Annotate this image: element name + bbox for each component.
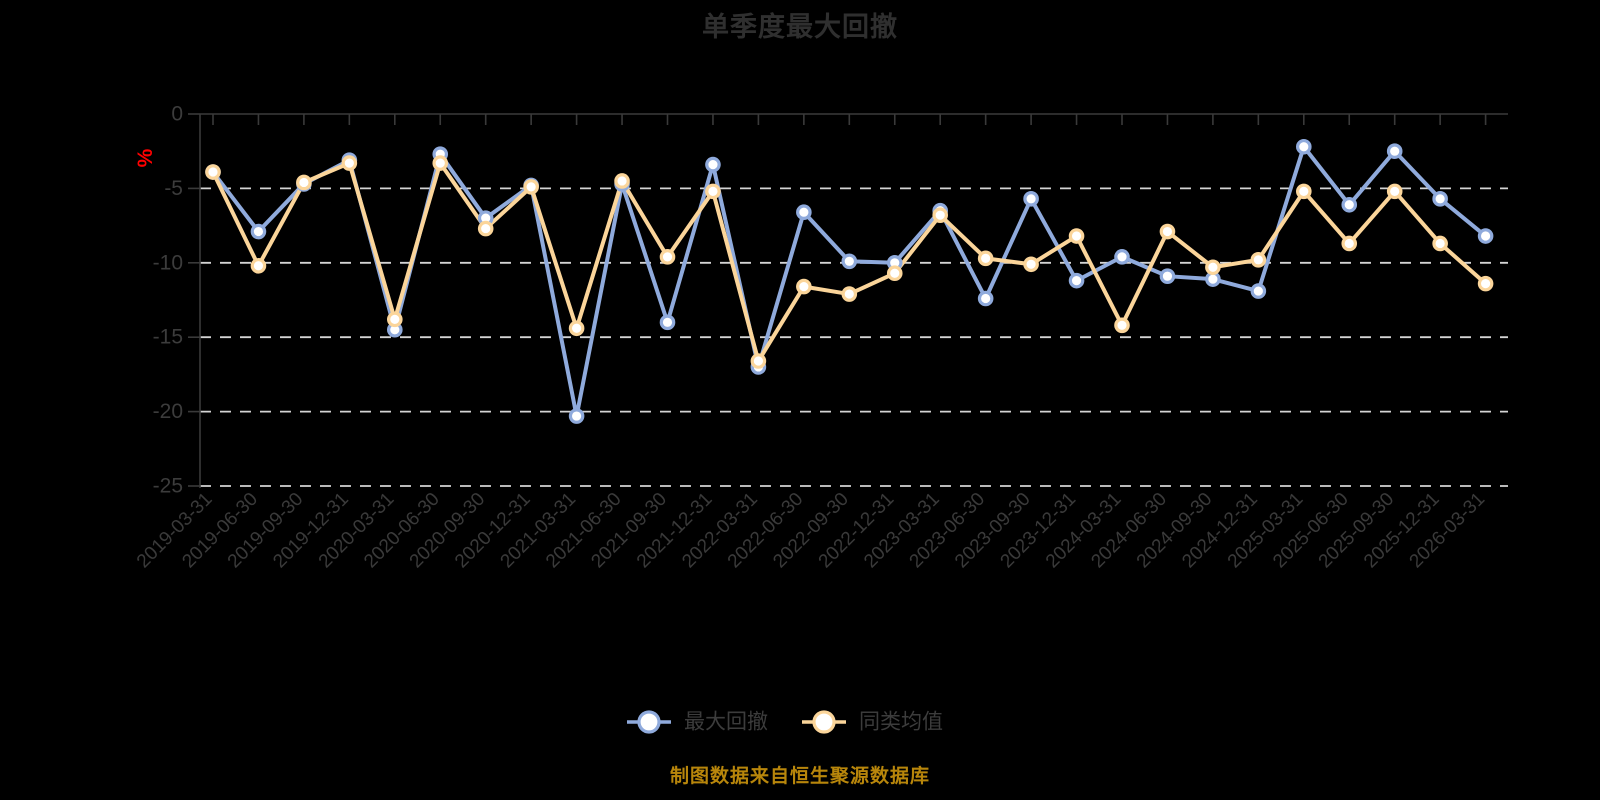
data-point-marker[interactable]	[705, 183, 721, 200]
page-title: 单季度最大回撤	[702, 12, 898, 42]
data-point-marker[interactable]	[932, 207, 948, 223]
axes	[188, 113, 1508, 488]
data-point-marker[interactable]	[705, 156, 721, 173]
data-point-marker[interactable]	[1250, 252, 1267, 268]
data-point-marker[interactable]	[1477, 228, 1494, 244]
data-point-marker[interactable]	[1432, 191, 1448, 207]
data-point-marker[interactable]	[250, 257, 267, 274]
legend-label: 同类均值	[859, 711, 943, 734]
data-point-marker[interactable]	[568, 320, 585, 337]
legend-item[interactable]: 同类均值	[802, 710, 943, 734]
data-point-marker[interactable]	[1432, 235, 1448, 252]
data-point-marker[interactable]	[1341, 235, 1358, 252]
data-point-marker[interactable]	[1023, 256, 1039, 273]
data-point-marker[interactable]	[523, 179, 539, 195]
data-point-marker[interactable]	[841, 286, 858, 302]
data-point-marker[interactable]	[1477, 275, 1494, 292]
data-point-marker[interactable]	[1341, 196, 1358, 213]
y-axis-tick-labels: 0 -5 -10 -15 -20 -25	[153, 103, 183, 498]
data-point-marker[interactable]	[1159, 223, 1176, 240]
data-point-marker[interactable]	[1159, 268, 1176, 284]
data-point-marker[interactable]	[1023, 191, 1039, 207]
data-point-marker[interactable]	[1386, 143, 1403, 159]
data-point-marker[interactable]	[1205, 259, 1221, 276]
data-point-marker[interactable]	[432, 155, 449, 171]
data-point-marker[interactable]	[614, 173, 630, 189]
x-axis-tick-labels: 2019-03-312019-06-302019-09-302019-12-31…	[133, 489, 1489, 573]
chart-legend[interactable]: 最大回撤 同类均值	[627, 710, 943, 734]
y-axis-tick-label: -15	[153, 326, 183, 349]
data-point-marker[interactable]	[659, 249, 676, 265]
data-point-marker[interactable]	[1296, 138, 1312, 155]
data-point-marker[interactable]	[250, 223, 267, 240]
legend-label: 最大回撤	[684, 711, 768, 734]
legend-marker-icon	[812, 710, 836, 734]
legend-item[interactable]: 最大回撤	[627, 710, 768, 734]
data-point-marker[interactable]	[886, 265, 903, 282]
data-point-marker[interactable]	[205, 164, 221, 180]
data-point-marker[interactable]	[1296, 183, 1312, 200]
data-point-marker[interactable]	[1250, 283, 1267, 299]
source-note: 制图数据来自恒生聚源数据库	[669, 766, 930, 787]
data-point-marker[interactable]	[977, 250, 994, 267]
data-point-marker[interactable]	[568, 408, 585, 424]
data-point-marker[interactable]	[1068, 272, 1085, 289]
data-point-marker[interactable]	[750, 353, 767, 369]
legend-marker-icon	[637, 710, 661, 734]
data-point-marker[interactable]	[1114, 249, 1130, 265]
y-axis-tick-label: -5	[164, 177, 183, 200]
data-point-marker[interactable]	[1068, 228, 1085, 244]
y-axis-tick-label: -10	[153, 251, 183, 274]
data-point-marker[interactable]	[296, 174, 312, 191]
series-markers	[205, 155, 1494, 369]
data-point-marker[interactable]	[477, 220, 494, 237]
y-axis-tick-label: 0	[171, 103, 183, 126]
data-point-marker[interactable]	[796, 204, 812, 221]
y-axis-unit-label: %	[134, 148, 157, 167]
data-series	[205, 138, 1494, 424]
y-axis-unit-text: %	[134, 148, 157, 167]
data-point-marker[interactable]	[796, 278, 812, 295]
data-point-marker[interactable]	[341, 155, 358, 171]
data-point-marker[interactable]	[977, 290, 994, 307]
data-point-marker[interactable]	[1386, 183, 1403, 200]
series-markers	[205, 138, 1494, 424]
data-point-marker[interactable]	[386, 311, 403, 328]
data-point-marker[interactable]	[659, 314, 676, 331]
data-point-marker[interactable]	[1114, 317, 1130, 334]
data-point-marker[interactable]	[841, 253, 858, 270]
y-axis-tick-label: -20	[153, 400, 183, 423]
y-axis-tick-label: -25	[153, 475, 183, 498]
